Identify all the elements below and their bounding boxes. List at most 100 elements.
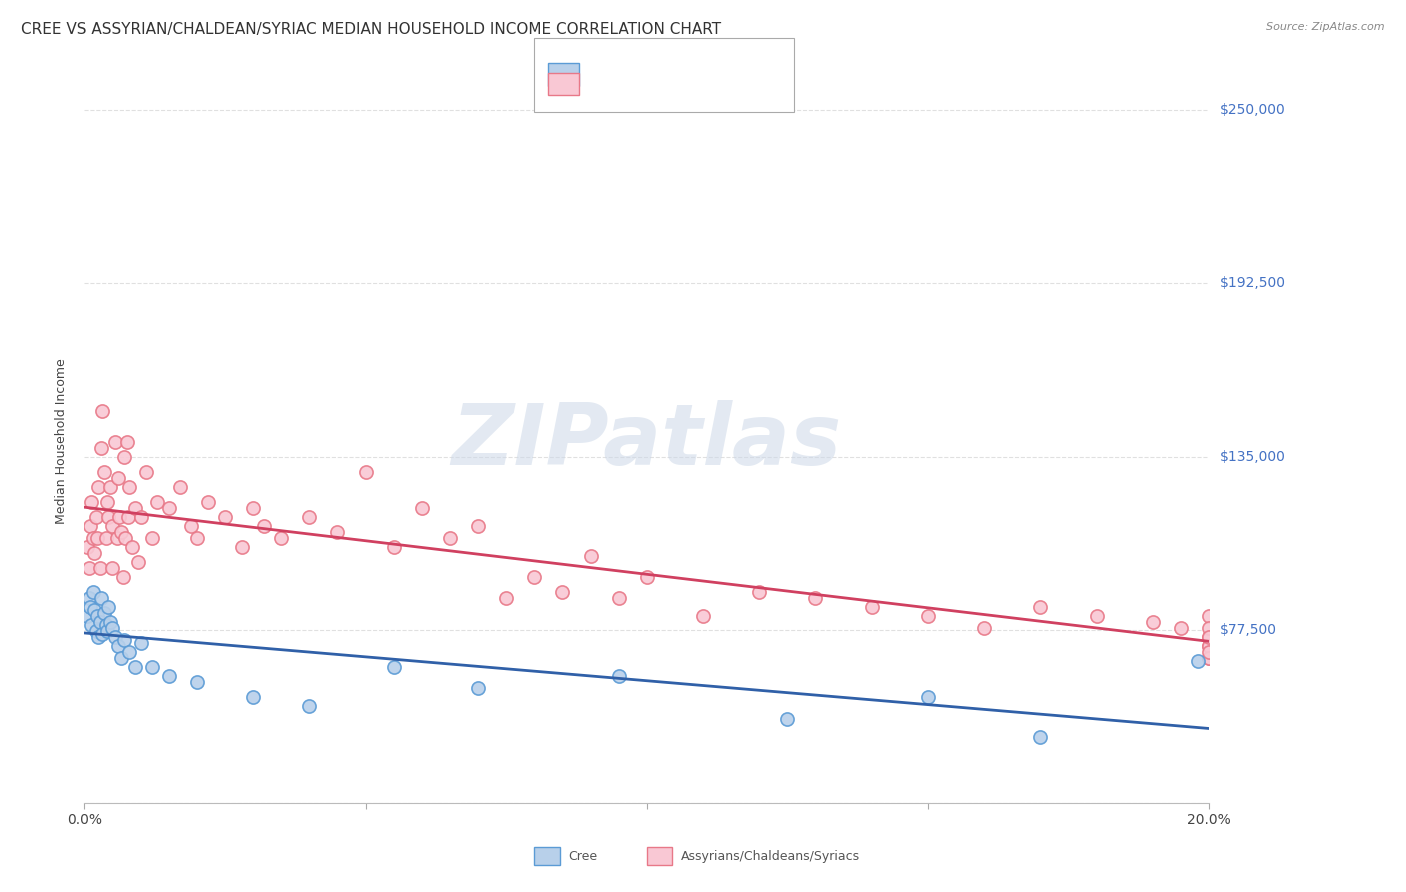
Point — [79, 600, 101, 615]
Point — [1187, 654, 1209, 668]
Point — [86, 609, 108, 624]
Point — [83, 546, 105, 560]
Point — [80, 494, 103, 508]
Point — [1198, 651, 1220, 665]
Point — [91, 627, 114, 641]
Point — [124, 660, 146, 674]
Point — [973, 621, 995, 635]
Point — [114, 531, 136, 545]
Point — [860, 600, 883, 615]
Point — [776, 712, 799, 726]
Point — [146, 494, 169, 508]
Point — [76, 540, 98, 554]
Point — [77, 591, 100, 606]
Text: R =  0.045   N = 79: R = 0.045 N = 79 — [591, 78, 720, 91]
Point — [253, 519, 276, 533]
Point — [104, 434, 127, 449]
Point — [107, 639, 129, 653]
Point — [96, 624, 118, 639]
Point — [79, 519, 101, 533]
Point — [157, 500, 180, 515]
Point — [1198, 639, 1220, 653]
Point — [94, 531, 117, 545]
Point — [186, 675, 208, 690]
Text: CREE VS ASSYRIAN/CHALDEAN/SYRIAC MEDIAN HOUSEHOLD INCOME CORRELATION CHART: CREE VS ASSYRIAN/CHALDEAN/SYRIAC MEDIAN … — [21, 22, 721, 37]
Point — [1198, 639, 1220, 653]
Point — [180, 519, 202, 533]
Point — [118, 480, 141, 494]
Point — [495, 591, 517, 606]
Point — [214, 509, 236, 524]
Point — [108, 509, 131, 524]
Point — [1142, 615, 1164, 630]
Text: Assyrians/Chaldeans/Syriacs: Assyrians/Chaldeans/Syriacs — [681, 850, 859, 863]
Point — [607, 669, 630, 683]
Point — [467, 681, 489, 696]
Point — [298, 699, 321, 714]
Point — [98, 615, 121, 630]
Point — [439, 531, 461, 545]
Point — [1198, 630, 1220, 644]
Point — [197, 494, 219, 508]
Point — [141, 660, 163, 674]
Point — [89, 615, 111, 630]
Point — [94, 618, 117, 632]
Point — [411, 500, 433, 515]
Point — [1198, 645, 1220, 659]
Point — [1085, 609, 1108, 624]
Point — [636, 570, 658, 584]
Point — [157, 669, 180, 683]
Point — [104, 630, 127, 644]
Text: $135,000: $135,000 — [1220, 450, 1286, 464]
Point — [101, 519, 124, 533]
Point — [87, 630, 110, 644]
Point — [117, 509, 139, 524]
Point — [77, 561, 100, 575]
Point — [121, 540, 143, 554]
Point — [111, 570, 134, 584]
Point — [101, 621, 124, 635]
Point — [917, 690, 939, 705]
Point — [1198, 621, 1220, 635]
Point — [523, 570, 546, 584]
Point — [607, 591, 630, 606]
Text: Source: ZipAtlas.com: Source: ZipAtlas.com — [1267, 22, 1385, 32]
Point — [1029, 730, 1052, 744]
Point — [242, 500, 264, 515]
Point — [110, 524, 132, 539]
Point — [1029, 600, 1052, 615]
Point — [129, 636, 152, 650]
Point — [91, 404, 114, 418]
Point — [80, 618, 103, 632]
Point — [1198, 630, 1220, 644]
Point — [93, 606, 115, 620]
Text: $192,500: $192,500 — [1220, 277, 1286, 291]
Point — [467, 519, 489, 533]
Text: $77,500: $77,500 — [1220, 623, 1277, 637]
Text: ZIPatlas: ZIPatlas — [451, 400, 842, 483]
Point — [86, 531, 108, 545]
Point — [1198, 609, 1220, 624]
Point — [97, 509, 120, 524]
Point — [579, 549, 602, 563]
Point — [84, 509, 107, 524]
Point — [1170, 621, 1192, 635]
Point — [105, 531, 128, 545]
Point — [96, 494, 118, 508]
Point — [382, 660, 405, 674]
Point — [917, 609, 939, 624]
Point — [89, 561, 111, 575]
Point — [107, 471, 129, 485]
Point — [101, 561, 124, 575]
Point — [231, 540, 253, 554]
Point — [382, 540, 405, 554]
Point — [551, 585, 574, 599]
Point — [298, 509, 321, 524]
Point — [90, 591, 112, 606]
Point — [98, 480, 121, 494]
Text: Cree: Cree — [568, 850, 598, 863]
Point — [169, 480, 191, 494]
Point — [112, 450, 135, 464]
Point — [76, 609, 98, 624]
Point — [83, 603, 105, 617]
